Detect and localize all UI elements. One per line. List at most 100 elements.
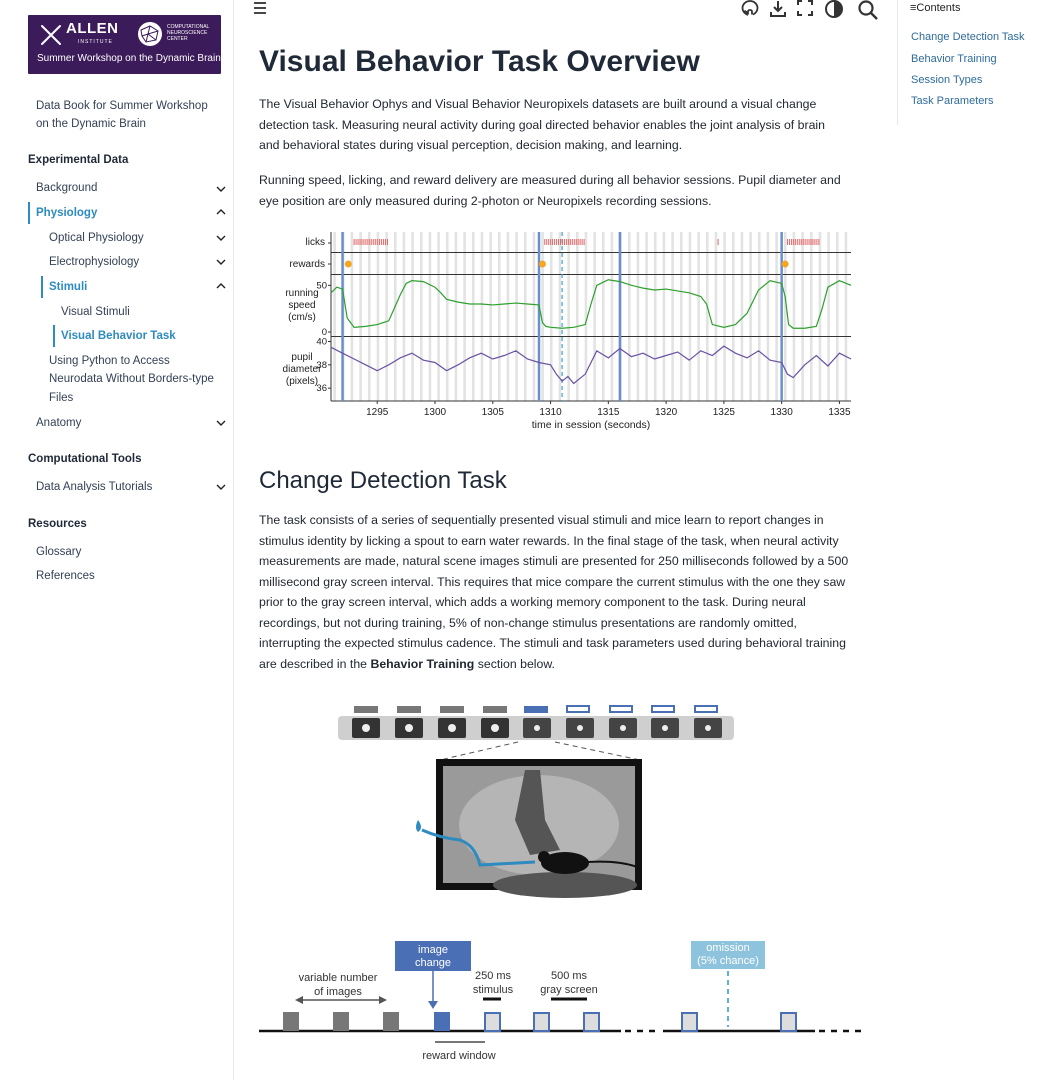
stimulus-stripe: [445, 232, 449, 401]
active-indicator: [28, 202, 30, 224]
gray-duration-text: 500 ms: [551, 970, 588, 982]
x-tick-label: 1305: [482, 407, 505, 418]
stimulus-stripe: [558, 232, 562, 401]
stimulus-stripe: [333, 232, 336, 401]
theme-toggle-icon[interactable]: [823, 0, 845, 18]
stimulus-indicators: [354, 705, 718, 713]
stimulus-stripe: [506, 232, 510, 401]
sidebar-item-references[interactable]: References: [36, 570, 95, 582]
pupil-label: diameter: [283, 364, 323, 375]
reward-window-text: reward window: [422, 1050, 495, 1062]
pupil-label: (pixels): [286, 376, 318, 387]
sidebar-item-python-line3[interactable]: Files: [49, 392, 74, 404]
intro-line: detection task. Measuring neural activit…: [259, 117, 825, 132]
x-tick-label: 1320: [655, 407, 678, 418]
logo-brand: ALLEN: [66, 20, 119, 37]
pupil-label: pupil: [291, 352, 312, 363]
chevron-up-icon[interactable]: [215, 206, 227, 218]
speed-label: speed: [288, 300, 315, 311]
sidebar-item-background[interactable]: Background: [36, 182, 98, 194]
stimulus-stripe: [679, 232, 683, 401]
stimulus-stripe: [740, 232, 744, 401]
github-icon[interactable]: [741, 0, 759, 16]
sidebar-item-python-line1[interactable]: Using Python to Access: [49, 355, 170, 367]
sidebar-item-data-analysis-tutorials[interactable]: Data Analysis Tutorials: [36, 481, 153, 493]
cd-line: recordings, but not during training, 5% …: [259, 615, 797, 630]
chevron-down-icon[interactable]: [215, 481, 227, 493]
chevron-up-icon[interactable]: [215, 280, 227, 292]
caption-computational-tools: Computational Tools: [28, 453, 142, 465]
x-tick-label: 1330: [771, 407, 794, 418]
toc-item-change-detection[interactable]: Change Detection Task: [911, 31, 1025, 43]
download-icon[interactable]: [769, 0, 787, 18]
page-title: Visual Behavior Task Overview: [259, 45, 700, 78]
chevron-down-icon[interactable]: [215, 417, 227, 429]
logo-brand-sub: INSTITUTE: [78, 39, 113, 45]
sidebar-item-stimuli[interactable]: Stimuli: [49, 281, 88, 293]
x-tick-label: 1315: [597, 407, 620, 418]
reward-dot: [538, 260, 546, 268]
cd-line: interrupting the expected stimulus caden…: [259, 636, 846, 650]
stim-duration-text: stimulus: [473, 984, 514, 996]
omission-text: (5% chance): [697, 955, 759, 967]
allen-institute-logo[interactable]: ALLEN INSTITUTE COMPUTATIONAL NEUROSCIEN…: [28, 15, 221, 74]
sidebar-item-anatomy[interactable]: Anatomy: [36, 417, 82, 429]
caption-experimental-data: Experimental Data: [28, 154, 129, 166]
caption-resources: Resources: [28, 518, 87, 530]
stimulus-stripe: [411, 232, 414, 401]
stimulus-stripe: [471, 232, 475, 401]
stimulus-stripe: [428, 232, 432, 401]
stimulus-stripe: [541, 232, 544, 401]
search-icon[interactable]: [857, 0, 879, 20]
stimulus-stripe: [688, 232, 692, 401]
toc-title: Contents: [916, 2, 961, 14]
list-icon: ≡: [910, 2, 917, 14]
active-indicator: [41, 276, 43, 298]
sidebar-item-glossary[interactable]: Glossary: [36, 546, 82, 558]
speed-label: (cm/s): [288, 312, 316, 323]
sidebar-item-visual-stimuli[interactable]: Visual Stimuli: [61, 306, 130, 318]
speed-label: running: [285, 288, 318, 299]
stimulus-stripe: [393, 232, 397, 401]
speed-tick-label: 0: [322, 327, 327, 338]
chevron-down-icon[interactable]: [215, 256, 227, 268]
menu-icon[interactable]: [252, 0, 268, 16]
sidebar-item-python-line2[interactable]: Neurodata Without Borders-type: [49, 373, 214, 385]
section-title-change-detection: Change Detection Task: [259, 467, 507, 494]
measurement-line: eye position are only measured during 2-…: [259, 193, 712, 208]
sidebar-item-physiology[interactable]: Physiology: [36, 207, 98, 219]
stimulus-stripe: [575, 232, 579, 401]
stimulus-stripe: [757, 232, 761, 401]
toc-item-task-parameters[interactable]: Task Parameters: [911, 95, 994, 107]
sidebar-item-optical-physiology[interactable]: Optical Physiology: [49, 232, 144, 244]
stimulus-stripe: [480, 232, 484, 401]
logo-workshop: Summer Workshop on the Dynamic Brain: [37, 53, 221, 64]
gray-duration-text: gray screen: [540, 984, 597, 996]
stimulus-stripe: [697, 232, 700, 401]
chevron-down-icon[interactable]: [215, 183, 227, 195]
stimulus-stripe: [705, 232, 709, 401]
pupil-tick-label: 40: [316, 337, 327, 348]
stimulus-stripe: [714, 232, 718, 401]
stimulus-stripe: [610, 232, 614, 401]
fullscreen-icon[interactable]: [797, 0, 813, 16]
stimulus-stripe: [627, 232, 631, 401]
omission-label-box: [691, 941, 765, 969]
speed-tick-label: 50: [316, 280, 327, 291]
x-tick-label: 1300: [424, 407, 447, 418]
allen-star-icon: [41, 25, 61, 45]
toc-item-behavior-training[interactable]: Behavior Training: [911, 53, 997, 65]
stimulus-stripe: [367, 232, 371, 401]
behavior-training-link[interactable]: Behavior Training: [370, 656, 475, 671]
toc-item-session-types[interactable]: Session Types: [911, 74, 983, 86]
change-detection-paragraph: The task consists of a series of sequent…: [259, 510, 874, 674]
book-title-link[interactable]: Data Book for Summer Workshop on the Dyn…: [36, 100, 208, 130]
chevron-down-icon[interactable]: [215, 232, 227, 244]
stimulus-stripe: [489, 232, 492, 401]
stimulus-stripe: [515, 232, 518, 401]
stimulus-stripe: [402, 232, 406, 401]
sidebar-item-visual-behavior-task[interactable]: Visual Behavior Task: [61, 330, 176, 342]
stimulus-stripe: [385, 232, 388, 401]
sidebar-item-electrophysiology[interactable]: Electrophysiology: [49, 256, 140, 268]
